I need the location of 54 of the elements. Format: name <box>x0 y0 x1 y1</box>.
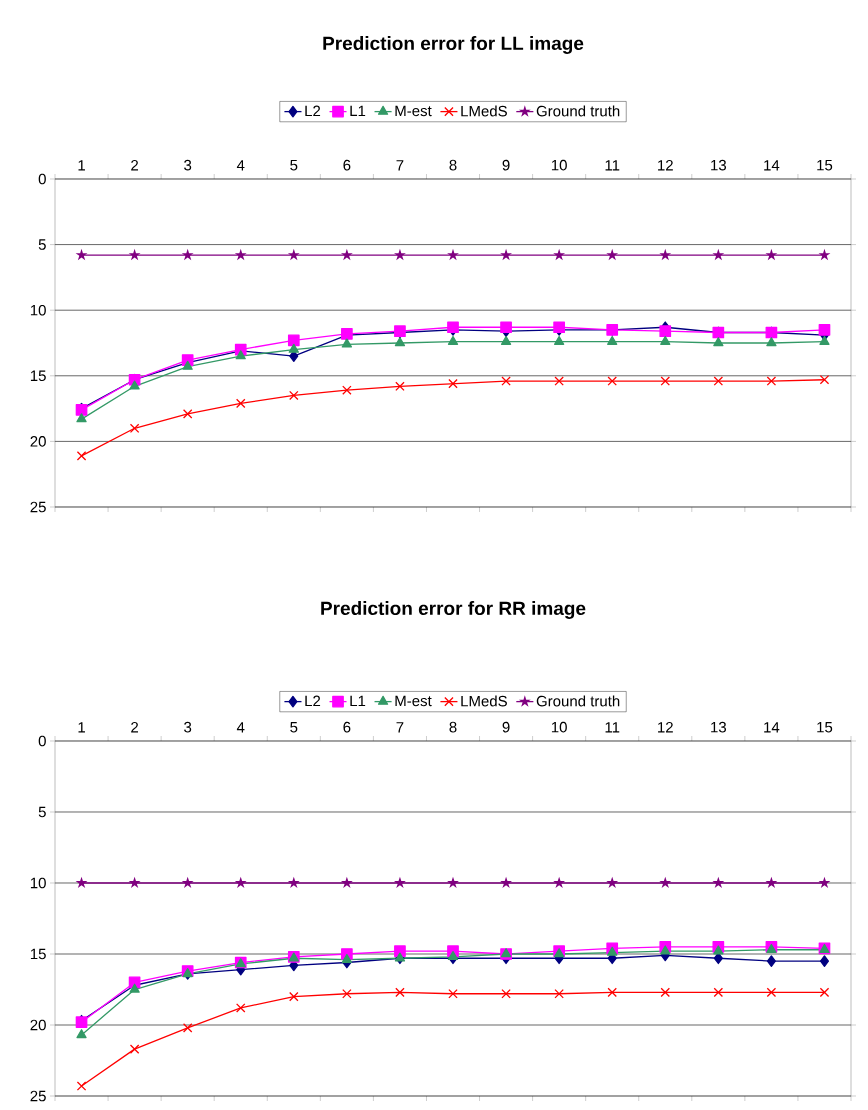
x-tick-label: 4 <box>236 722 245 733</box>
x-tick-label: 5 <box>290 722 298 733</box>
x-tick-label: 14 <box>764 722 780 733</box>
y-tick-label: 10 <box>30 877 46 889</box>
x-tick-label: 2 <box>131 721 139 733</box>
x-tick-label: 8 <box>449 721 457 733</box>
x-tick-label: 1 <box>78 160 85 171</box>
legend-label: M-est <box>395 105 432 117</box>
legend-label: L2 <box>305 695 321 707</box>
x-tick-label: 15 <box>817 722 833 733</box>
x-tick-label: 6 <box>343 721 351 733</box>
x-tick-label: 7 <box>396 722 404 733</box>
x-tick-label: 1 <box>78 722 85 733</box>
x-tick-label: 7 <box>396 160 404 171</box>
y-tick-label: 25 <box>30 1090 46 1102</box>
x-tick-label: 10 <box>551 159 567 171</box>
y-tick-label: 0 <box>38 735 46 747</box>
y-tick-label: 10 <box>30 304 46 316</box>
x-tick-label: 9 <box>502 721 510 733</box>
legend-label: L1 <box>350 105 366 117</box>
x-tick-label: 11 <box>605 722 620 733</box>
y-tick-label: 20 <box>30 436 46 447</box>
x-tick-label: 3 <box>184 159 192 171</box>
y-tick-label: 20 <box>30 1019 46 1031</box>
x-tick-label: 12 <box>658 159 673 171</box>
x-tick-label: 5 <box>290 159 298 171</box>
x-tick-label: 11 <box>605 160 620 171</box>
y-tick-label: 0 <box>38 173 46 185</box>
legend-label: L2 <box>305 105 321 117</box>
y-tick-label: 15 <box>30 948 46 960</box>
y-tick-label: 25 <box>30 501 46 513</box>
x-tick-label: 13 <box>711 721 727 733</box>
x-tick-label: 3 <box>184 721 192 733</box>
x-tick-label: 8 <box>449 159 457 171</box>
legend-label: LMedS <box>461 695 507 707</box>
x-tick-label: 9 <box>502 159 510 171</box>
x-tick-label: 2 <box>131 159 139 171</box>
x-tick-label: 12 <box>658 721 673 733</box>
x-tick-label: 13 <box>711 159 727 171</box>
x-tick-label: 4 <box>236 160 245 171</box>
legend-label: M-est <box>395 695 432 707</box>
legend-label: Ground truth <box>536 695 620 707</box>
y-tick-label: 5 <box>38 806 46 818</box>
y-tick-label: 5 <box>38 239 46 250</box>
x-tick-label: 15 <box>817 159 833 171</box>
legend-label: Ground truth <box>536 105 620 117</box>
x-tick-label: 10 <box>551 721 567 733</box>
x-tick-label: 14 <box>764 160 780 171</box>
chart-title: Prediction error for RR image <box>321 601 586 619</box>
x-tick-label: 6 <box>343 159 351 171</box>
chart-title: Prediction error for LL image <box>323 36 584 54</box>
legend-label: L1 <box>350 695 366 707</box>
legend-label: LMedS <box>461 105 507 117</box>
y-tick-label: 15 <box>30 370 46 382</box>
